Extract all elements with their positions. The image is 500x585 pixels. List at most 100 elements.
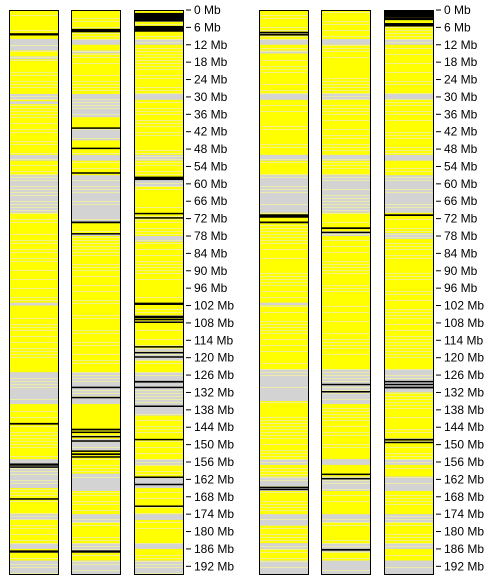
texture-line <box>321 147 371 148</box>
texture-line <box>321 45 371 46</box>
texture-line <box>384 228 434 229</box>
marker-band <box>384 17 434 21</box>
texture-line <box>321 234 371 235</box>
texture-line <box>134 567 184 568</box>
texture-line <box>384 39 434 40</box>
texture-line <box>9 474 59 475</box>
texture-line <box>134 153 184 154</box>
texture-line <box>9 96 59 97</box>
texture-line <box>9 234 59 235</box>
track-outline <box>71 10 121 575</box>
marker-band <box>71 440 121 442</box>
texture-line <box>384 354 434 355</box>
texture-line <box>321 150 371 151</box>
texture-line <box>384 546 434 547</box>
texture-line <box>321 210 371 211</box>
gap-band <box>9 38 59 51</box>
texture-line <box>384 207 434 208</box>
gap-band <box>259 175 309 213</box>
texture-line <box>71 546 121 547</box>
texture-line <box>9 564 59 565</box>
texture-line <box>134 39 184 40</box>
texture-line <box>134 57 184 58</box>
marker-band <box>134 25 184 32</box>
texture-line <box>384 300 434 301</box>
texture-line <box>384 27 434 28</box>
texture-line <box>259 540 309 541</box>
texture-line <box>384 393 434 394</box>
texture-line <box>9 384 59 385</box>
texture-line <box>384 330 434 331</box>
texture-line <box>321 198 371 199</box>
texture-line <box>259 387 309 388</box>
texture-line <box>259 561 309 562</box>
marker-band <box>71 221 121 224</box>
texture-line <box>259 306 309 307</box>
marker-band <box>9 466 59 468</box>
texture-line <box>321 483 371 484</box>
texture-line <box>259 333 309 334</box>
texture-line <box>134 555 184 556</box>
gap-band <box>259 38 309 45</box>
texture-line <box>384 30 434 31</box>
texture-line <box>259 243 309 244</box>
texture-line <box>71 231 121 232</box>
texture-line <box>384 291 434 292</box>
tick-label: 78 Mb <box>444 229 478 243</box>
texture-line <box>71 468 121 469</box>
marker-band <box>384 438 434 441</box>
gap-band <box>134 476 184 489</box>
texture-line <box>134 459 184 460</box>
texture-line <box>134 219 184 220</box>
texture-line <box>71 81 121 82</box>
tick-label: 6 Mb <box>194 20 221 34</box>
texture-line <box>259 126 309 127</box>
texture-line <box>134 174 184 175</box>
texture-line <box>321 414 371 415</box>
texture-line <box>134 78 184 79</box>
texture-line <box>384 405 434 406</box>
tick-label: 66 Mb <box>194 194 228 208</box>
texture-line <box>384 276 434 277</box>
texture-line <box>71 267 121 268</box>
texture-line <box>134 441 184 442</box>
texture-line <box>321 108 371 109</box>
marker-band <box>321 231 371 234</box>
marker-band <box>259 221 309 224</box>
texture-line <box>321 261 371 262</box>
texture-line <box>9 261 59 262</box>
gap-band <box>71 38 121 45</box>
texture-line <box>134 513 184 514</box>
tick-label: 12 Mb <box>444 38 478 52</box>
texture-line <box>384 114 434 115</box>
gap-band <box>71 175 121 222</box>
tick-label: 168 Mb <box>194 490 234 504</box>
texture-line <box>321 120 371 121</box>
texture-line <box>134 87 184 88</box>
texture-line <box>134 462 184 463</box>
texture-line <box>259 468 309 469</box>
texture-line <box>71 381 121 382</box>
texture-line <box>9 159 59 160</box>
texture-line <box>9 189 59 190</box>
tick-label: 180 Mb <box>194 525 234 539</box>
texture-line <box>259 312 309 313</box>
marker-band <box>134 217 184 219</box>
texture-line <box>134 66 184 67</box>
texture-line <box>384 375 434 376</box>
texture-line <box>9 471 59 472</box>
texture-line <box>9 45 59 46</box>
texture-line <box>71 105 121 106</box>
axis-right: 0 Mb 6 Mb 12 Mb 18 Mb 24 Mb 30 Mb 36 Mb 42 Mb 48… <box>436 3 484 573</box>
texture-line <box>321 543 371 544</box>
panel-right <box>259 10 434 575</box>
gap-band <box>134 38 184 45</box>
tick-label: 30 Mb <box>194 90 228 104</box>
texture-line <box>134 279 184 280</box>
texture-line <box>259 273 309 274</box>
tick-label: 0 Mb <box>194 3 221 17</box>
texture-line <box>134 375 184 376</box>
texture-line <box>71 87 121 88</box>
marker-band <box>259 488 309 491</box>
texture-line <box>71 561 121 562</box>
